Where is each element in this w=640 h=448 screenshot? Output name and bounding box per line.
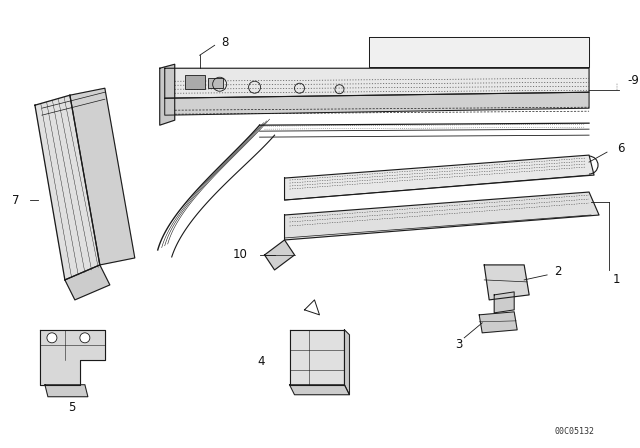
- Polygon shape: [494, 292, 514, 313]
- Polygon shape: [160, 64, 175, 125]
- Bar: [185, 75, 205, 89]
- Polygon shape: [264, 240, 294, 270]
- Polygon shape: [40, 330, 105, 385]
- Text: 10: 10: [233, 249, 248, 262]
- Text: 8: 8: [221, 36, 228, 49]
- Polygon shape: [164, 92, 589, 115]
- Polygon shape: [285, 192, 599, 240]
- Polygon shape: [479, 312, 517, 333]
- Text: -9: -9: [627, 74, 639, 87]
- Circle shape: [47, 333, 57, 343]
- Text: 7: 7: [12, 194, 20, 207]
- Text: 6: 6: [617, 142, 625, 155]
- Text: 2: 2: [554, 265, 562, 278]
- Text: 00C05132: 00C05132: [554, 427, 594, 436]
- Polygon shape: [70, 88, 135, 265]
- Polygon shape: [45, 385, 88, 397]
- Bar: [207, 78, 223, 88]
- Polygon shape: [289, 385, 349, 395]
- Polygon shape: [35, 95, 100, 280]
- Text: 5: 5: [68, 401, 76, 414]
- Polygon shape: [285, 155, 594, 200]
- Polygon shape: [484, 265, 529, 300]
- Polygon shape: [344, 330, 349, 395]
- Polygon shape: [65, 265, 110, 300]
- Polygon shape: [164, 68, 589, 98]
- Text: 4: 4: [257, 355, 264, 368]
- Text: 3: 3: [456, 338, 463, 351]
- Text: 1: 1: [613, 273, 621, 286]
- Circle shape: [80, 333, 90, 343]
- Polygon shape: [289, 330, 344, 385]
- Polygon shape: [369, 37, 589, 67]
